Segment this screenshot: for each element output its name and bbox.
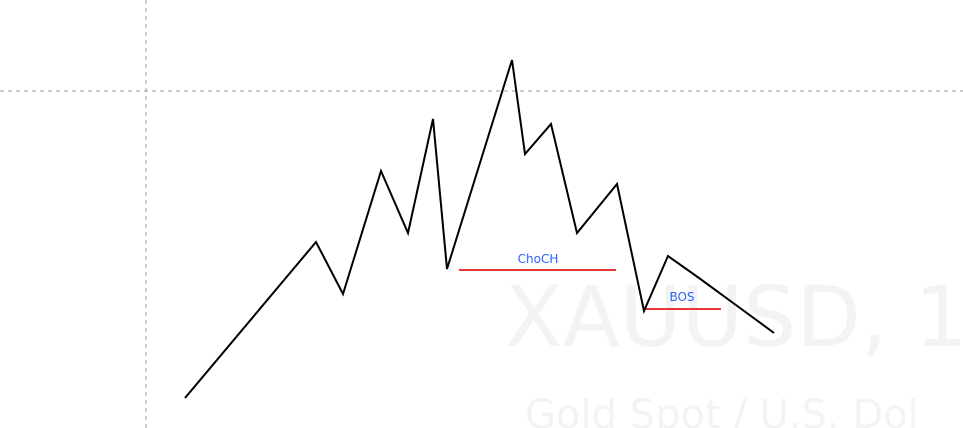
structure-levels: ChoCH BOS [459, 252, 721, 310]
watermark: XAUUSD, 1 Gold Spot / U.S. Dol [505, 268, 963, 428]
watermark-symbol: XAUUSD, 1 [505, 268, 963, 366]
level-label-choch: ChoCH [518, 252, 559, 266]
level-label-bos: BOS [669, 290, 694, 304]
watermark-description: Gold Spot / U.S. Dol [525, 392, 919, 428]
price-zigzag-line [184, 59, 775, 399]
